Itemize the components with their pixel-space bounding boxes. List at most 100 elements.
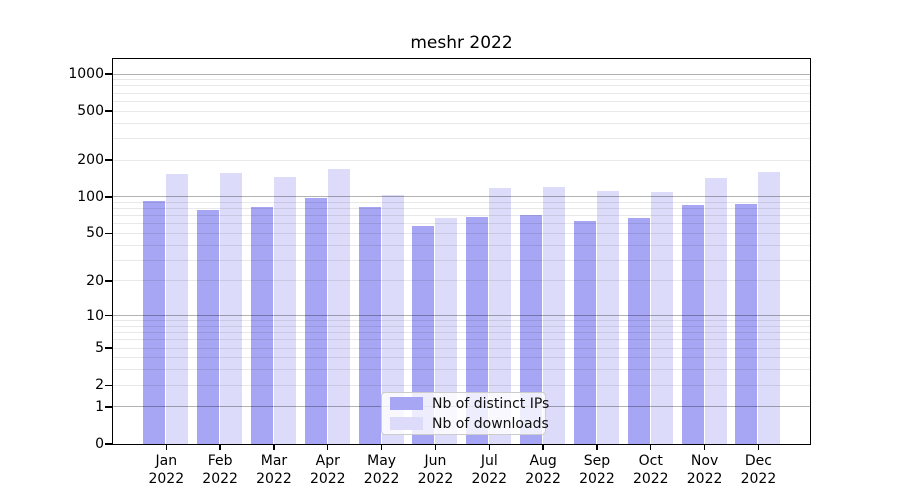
y-tick-mark-0 bbox=[105, 443, 112, 445]
y-tick-label-2: 2 bbox=[95, 377, 104, 394]
x-tick-label-may: May 2022 bbox=[354, 452, 410, 488]
x-tick-month-feb: Feb bbox=[207, 453, 233, 469]
x-tick-month-nov: Nov bbox=[690, 453, 719, 469]
bar-nov-downloads bbox=[704, 178, 727, 444]
x-tick-mark-jun bbox=[434, 444, 437, 450]
bar-sep-distinct-ips bbox=[573, 221, 596, 444]
x-tick-month-sep: Sep bbox=[583, 453, 611, 469]
y-tick-label-1: 1 bbox=[95, 398, 104, 415]
legend-swatch-downloads bbox=[390, 417, 423, 430]
y-tick-mark-1 bbox=[105, 406, 112, 408]
x-tick-mark-aug bbox=[542, 444, 544, 450]
y-tick-mark-500 bbox=[105, 110, 112, 112]
y-tick-mark-20 bbox=[105, 280, 112, 282]
x-tick-mark-may bbox=[380, 444, 383, 450]
bar-oct-distinct-ips bbox=[627, 218, 650, 444]
x-tick-mark-jul bbox=[488, 444, 490, 450]
bar-jan-downloads bbox=[166, 174, 189, 444]
x-tick-year-nov: 2022 bbox=[686, 471, 723, 487]
bar-jun-distinct-ips bbox=[412, 225, 435, 444]
x-tick-year-may: 2022 bbox=[363, 471, 400, 487]
x-tick-month-may: May bbox=[367, 453, 397, 469]
x-tick-mark-dec bbox=[757, 444, 760, 450]
y-tick-label-0: 0 bbox=[95, 436, 104, 452]
x-tick-mark-feb bbox=[219, 444, 221, 450]
x-tick-mark-oct bbox=[650, 444, 652, 450]
x-tick-year-apr: 2022 bbox=[309, 471, 346, 487]
x-tick-year-jul: 2022 bbox=[471, 471, 508, 487]
x-tick-month-aug: Aug bbox=[529, 453, 557, 469]
bar-aug-distinct-ips bbox=[520, 214, 543, 444]
bar-jun-downloads bbox=[435, 218, 458, 444]
chart-title: meshr 2022 bbox=[410, 33, 513, 53]
x-tick-label-jan: Jan 2022 bbox=[138, 452, 194, 488]
y-tick-mark-50 bbox=[105, 232, 112, 235]
y-tick-label-200: 200 bbox=[77, 152, 104, 169]
x-tick-year-jun: 2022 bbox=[417, 471, 454, 487]
x-tick-label-jun: Jun 2022 bbox=[407, 452, 463, 488]
x-tick-label-nov: Nov 2022 bbox=[677, 452, 733, 488]
bar-feb-distinct-ips bbox=[197, 210, 220, 444]
bar-apr-distinct-ips bbox=[304, 198, 327, 444]
x-tick-mark-apr bbox=[327, 444, 329, 450]
x-tick-label-jul: Jul 2022 bbox=[461, 452, 517, 488]
bar-aug-downloads bbox=[543, 186, 566, 444]
x-tick-year-dec: 2022 bbox=[740, 471, 777, 487]
x-tick-label-sep: Sep 2022 bbox=[569, 452, 625, 488]
bar-apr-downloads bbox=[327, 168, 350, 444]
bar-jan-distinct-ips bbox=[143, 200, 166, 444]
y-tick-label-100: 100 bbox=[77, 188, 104, 205]
x-tick-month-jan: Jan bbox=[155, 453, 178, 469]
y-tick-mark-100 bbox=[105, 196, 112, 198]
x-tick-mark-sep bbox=[596, 444, 598, 450]
x-tick-year-oct: 2022 bbox=[632, 471, 669, 487]
x-tick-month-jun: Jun bbox=[424, 453, 447, 469]
x-tick-year-aug: 2022 bbox=[525, 471, 561, 487]
x-tick-year-jan: 2022 bbox=[148, 471, 185, 487]
y-tick-label-20: 20 bbox=[86, 272, 104, 289]
x-tick-year-sep: 2022 bbox=[579, 471, 615, 487]
bar-oct-downloads bbox=[650, 192, 673, 444]
bar-nov-distinct-ips bbox=[681, 205, 704, 444]
legend-label-downloads: Nb of downloads bbox=[432, 415, 549, 432]
legend-row-downloads: Nb of downloads bbox=[382, 415, 549, 433]
bar-may-downloads bbox=[381, 195, 404, 444]
x-tick-mark-mar bbox=[273, 444, 275, 450]
bar-mar-distinct-ips bbox=[250, 207, 273, 444]
y-tick-mark-5 bbox=[105, 347, 112, 349]
x-tick-month-mar: Mar bbox=[260, 453, 288, 469]
plot-area bbox=[112, 58, 811, 445]
y-tick-mark-10 bbox=[105, 314, 112, 317]
bars-layer bbox=[113, 59, 810, 444]
y-tick-mark-200 bbox=[105, 159, 112, 161]
x-tick-month-dec: Dec bbox=[744, 453, 772, 469]
bar-dec-downloads bbox=[758, 171, 781, 444]
y-tick-label-10: 10 bbox=[86, 307, 104, 324]
y-tick-mark-1000 bbox=[105, 73, 112, 75]
x-tick-label-mar: Mar 2022 bbox=[246, 452, 302, 488]
x-tick-mark-jan bbox=[165, 444, 167, 450]
y-tick-label-1000: 1000 bbox=[68, 66, 104, 83]
bar-jul-distinct-ips bbox=[466, 217, 489, 444]
x-tick-year-mar: 2022 bbox=[256, 471, 292, 487]
y-tick-mark-2 bbox=[105, 384, 112, 386]
x-tick-label-oct: Oct 2022 bbox=[623, 452, 679, 488]
legend-row-distinct-ips: Nb of distinct IPs bbox=[382, 395, 549, 413]
bar-feb-downloads bbox=[220, 173, 243, 444]
x-tick-year-feb: 2022 bbox=[202, 471, 238, 487]
legend-swatch-distinct-ips bbox=[390, 397, 423, 410]
bar-may-distinct-ips bbox=[358, 207, 381, 444]
x-tick-month-jul: Jul bbox=[480, 453, 498, 469]
bar-jul-downloads bbox=[489, 187, 512, 444]
legend: Nb of distinct IPs Nb of downloads bbox=[381, 392, 549, 435]
bar-sep-downloads bbox=[596, 191, 619, 444]
bar-mar-downloads bbox=[273, 177, 296, 444]
legend-label-distinct-ips: Nb of distinct IPs bbox=[432, 395, 550, 412]
x-tick-month-oct: Oct bbox=[638, 453, 663, 469]
x-tick-month-apr: Apr bbox=[315, 453, 340, 469]
y-tick-label-50: 50 bbox=[86, 225, 104, 242]
y-tick-label-500: 500 bbox=[77, 103, 104, 120]
x-tick-label-aug: Aug 2022 bbox=[515, 452, 571, 488]
x-tick-label-apr: Apr 2022 bbox=[300, 452, 356, 488]
